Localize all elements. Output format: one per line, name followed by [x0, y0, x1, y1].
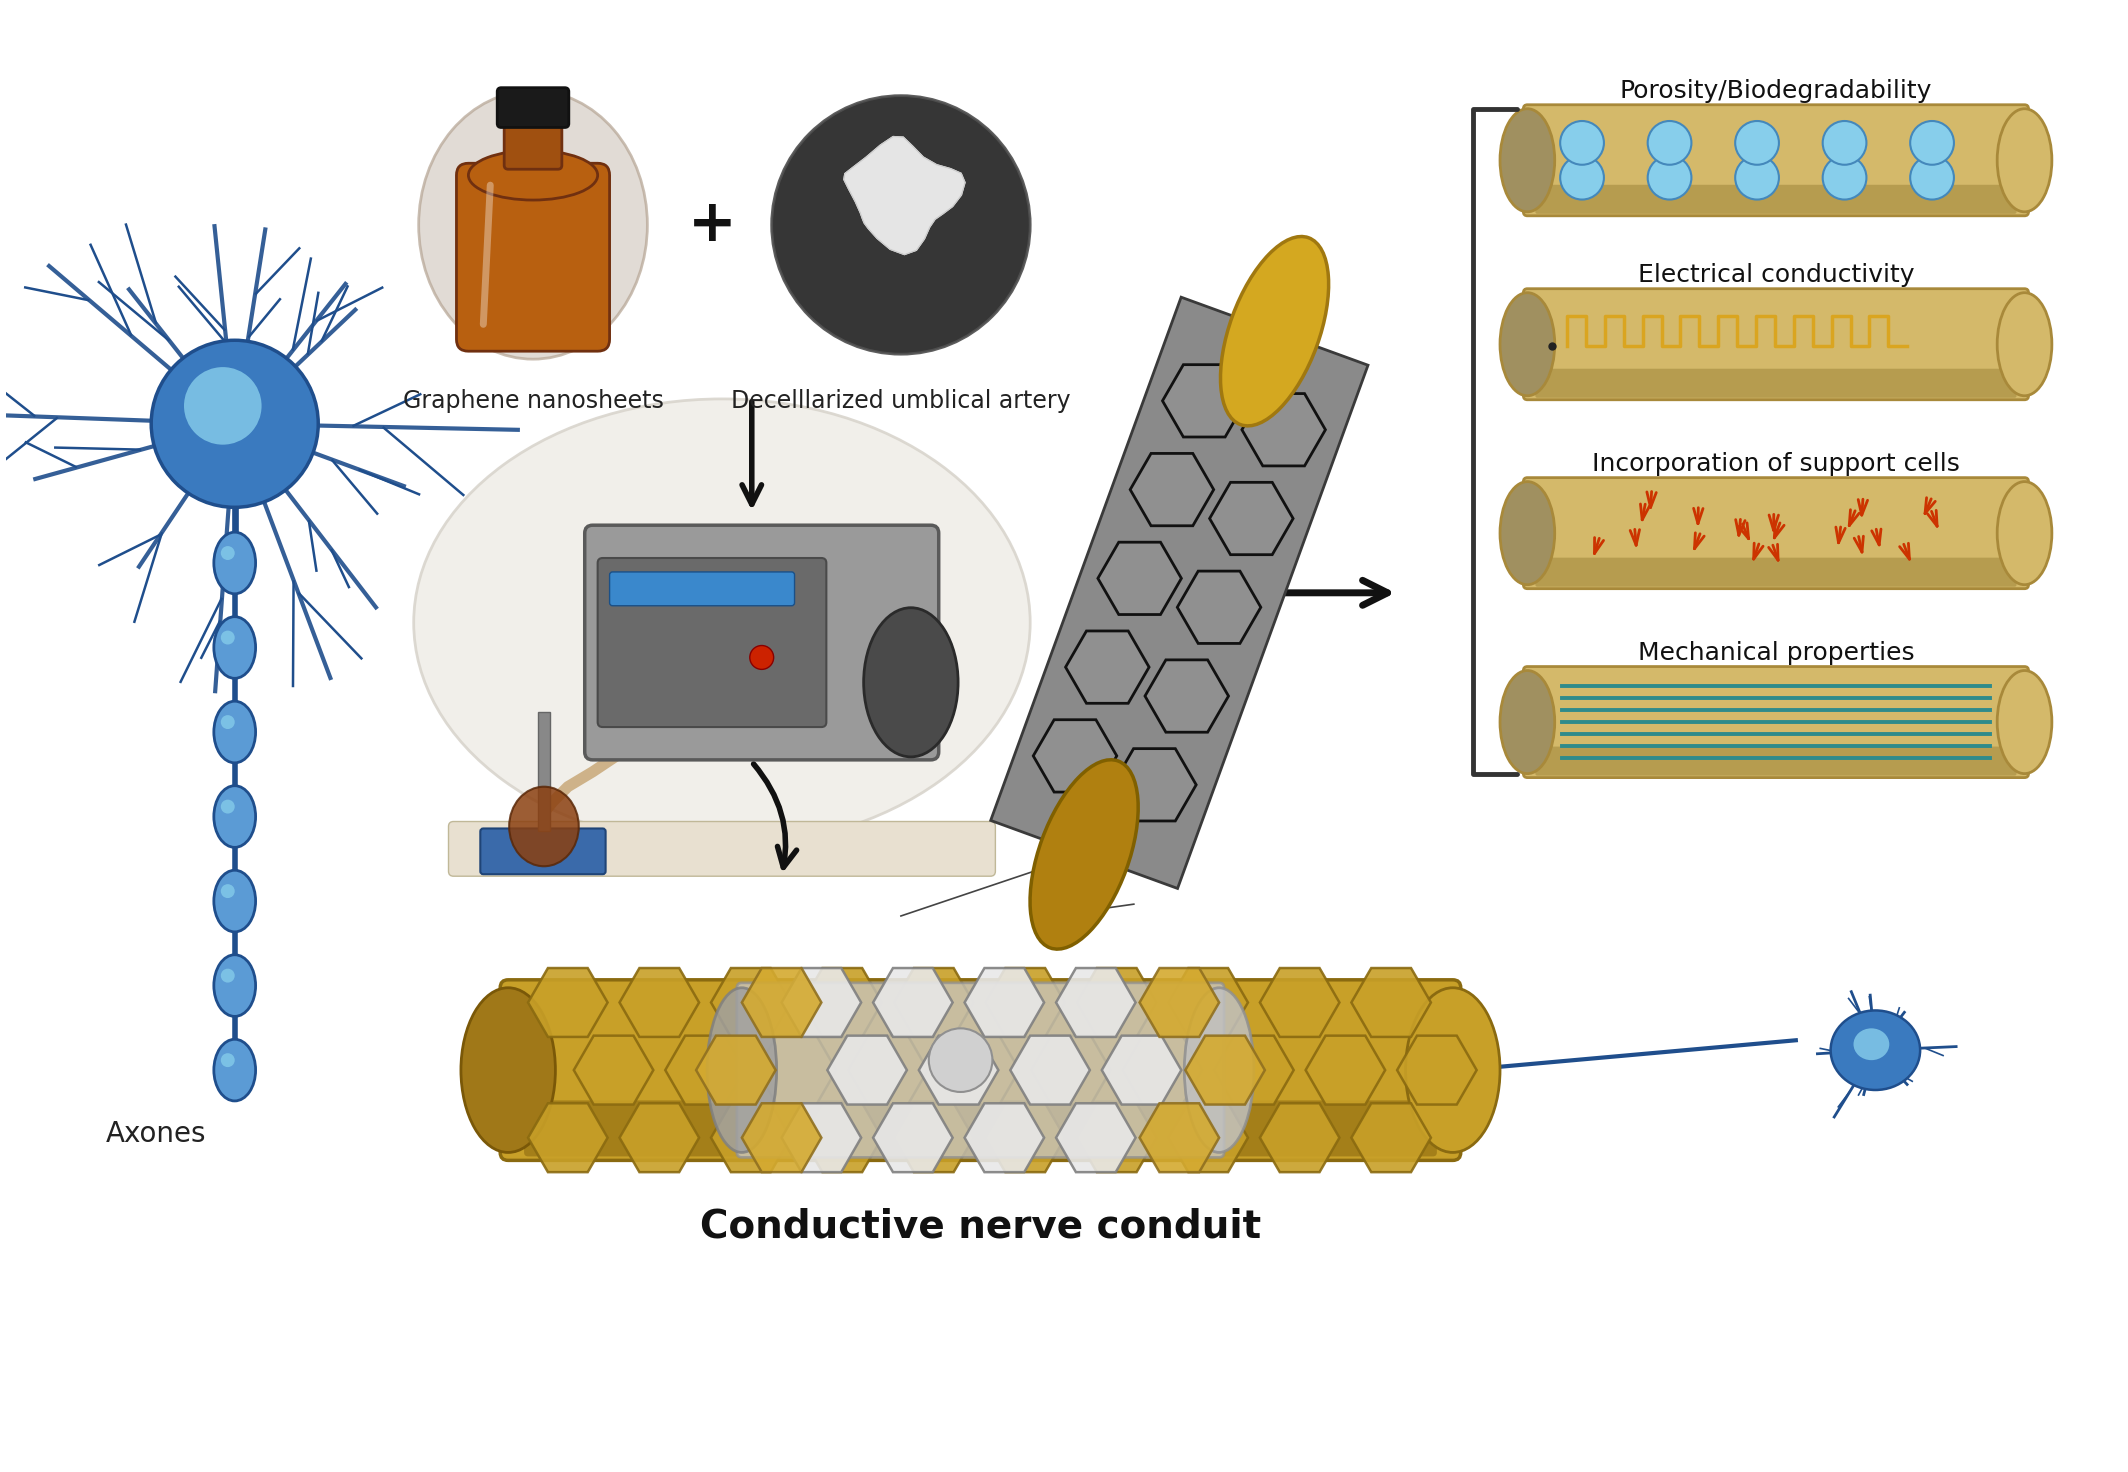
FancyBboxPatch shape: [609, 573, 794, 606]
FancyBboxPatch shape: [1524, 477, 2028, 589]
Ellipse shape: [213, 786, 255, 848]
Ellipse shape: [706, 988, 777, 1153]
Ellipse shape: [213, 870, 255, 932]
FancyBboxPatch shape: [500, 980, 1460, 1160]
Circle shape: [1560, 156, 1605, 200]
Text: Porosity/Biodegradability: Porosity/Biodegradability: [1619, 79, 1932, 103]
Ellipse shape: [772, 96, 1030, 355]
Ellipse shape: [1500, 109, 1556, 212]
Ellipse shape: [221, 546, 234, 559]
Ellipse shape: [221, 1052, 234, 1067]
FancyBboxPatch shape: [538, 712, 549, 832]
Ellipse shape: [213, 701, 255, 762]
Ellipse shape: [213, 533, 255, 593]
FancyBboxPatch shape: [736, 983, 1224, 1157]
FancyBboxPatch shape: [449, 821, 996, 876]
FancyBboxPatch shape: [458, 163, 609, 352]
Ellipse shape: [213, 955, 255, 1016]
Circle shape: [1647, 121, 1692, 165]
FancyBboxPatch shape: [1534, 558, 2017, 587]
Ellipse shape: [1185, 988, 1253, 1153]
Circle shape: [1647, 156, 1692, 200]
FancyBboxPatch shape: [1524, 667, 2028, 777]
Ellipse shape: [221, 799, 234, 814]
Circle shape: [1911, 121, 1954, 165]
Ellipse shape: [509, 786, 579, 866]
Ellipse shape: [419, 91, 647, 359]
Circle shape: [1824, 156, 1866, 200]
FancyBboxPatch shape: [1524, 289, 2028, 400]
Ellipse shape: [1830, 1010, 1919, 1089]
Text: Incorporation of support cells: Incorporation of support cells: [1592, 452, 1960, 475]
Ellipse shape: [1500, 671, 1556, 774]
Ellipse shape: [1998, 481, 2051, 584]
Circle shape: [1824, 121, 1866, 165]
Circle shape: [1734, 121, 1779, 165]
Ellipse shape: [462, 988, 555, 1153]
FancyBboxPatch shape: [523, 1101, 1436, 1157]
Ellipse shape: [221, 969, 234, 983]
Text: Electrical conductivity: Electrical conductivity: [1639, 262, 1915, 287]
FancyBboxPatch shape: [1534, 368, 2017, 397]
Ellipse shape: [1500, 293, 1556, 396]
FancyBboxPatch shape: [598, 558, 826, 727]
Text: +: +: [687, 196, 736, 253]
FancyBboxPatch shape: [504, 116, 562, 169]
FancyBboxPatch shape: [585, 526, 938, 760]
Circle shape: [1911, 156, 1954, 200]
Circle shape: [1734, 156, 1779, 200]
Text: Graphene nanosheets: Graphene nanosheets: [402, 389, 664, 414]
Polygon shape: [992, 297, 1368, 889]
Circle shape: [928, 1029, 992, 1092]
Ellipse shape: [221, 885, 234, 898]
Ellipse shape: [1407, 988, 1500, 1153]
FancyBboxPatch shape: [1534, 185, 2017, 213]
Circle shape: [1560, 121, 1605, 165]
Ellipse shape: [413, 399, 1030, 846]
Text: Axones: Axones: [106, 1120, 206, 1148]
Ellipse shape: [151, 340, 319, 508]
Polygon shape: [845, 137, 964, 255]
Ellipse shape: [864, 608, 958, 757]
Ellipse shape: [1998, 109, 2051, 212]
Ellipse shape: [1030, 760, 1138, 949]
Circle shape: [749, 646, 775, 670]
FancyBboxPatch shape: [481, 829, 606, 874]
Ellipse shape: [221, 630, 234, 645]
Text: Decelllarized umblical artery: Decelllarized umblical artery: [732, 389, 1070, 414]
Ellipse shape: [1221, 237, 1328, 425]
Text: Conductive nerve conduit: Conductive nerve conduit: [700, 1207, 1262, 1245]
Ellipse shape: [221, 715, 234, 729]
Ellipse shape: [213, 1039, 255, 1101]
Ellipse shape: [468, 150, 598, 200]
Ellipse shape: [213, 617, 255, 679]
Ellipse shape: [1998, 293, 2051, 396]
Text: Mechanical properties: Mechanical properties: [1639, 640, 1915, 664]
Ellipse shape: [1853, 1029, 1890, 1060]
FancyBboxPatch shape: [1534, 746, 2017, 776]
FancyBboxPatch shape: [498, 88, 568, 128]
Ellipse shape: [1998, 671, 2051, 774]
FancyBboxPatch shape: [1524, 105, 2028, 216]
Ellipse shape: [1500, 481, 1556, 584]
Ellipse shape: [183, 367, 262, 445]
